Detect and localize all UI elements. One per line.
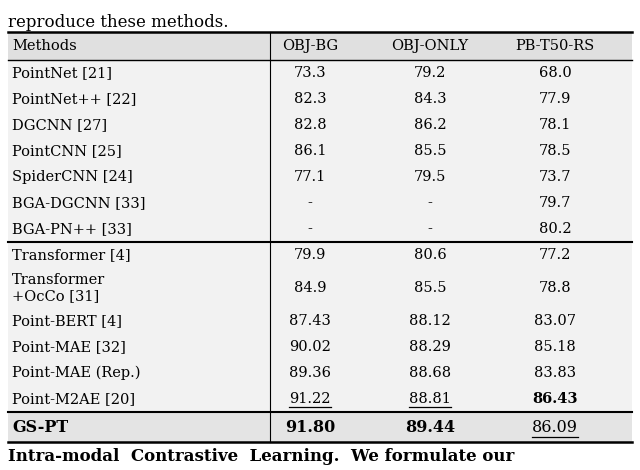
- Text: SpiderCNN [24]: SpiderCNN [24]: [12, 170, 132, 184]
- Text: 86.09: 86.09: [532, 418, 578, 436]
- Text: 79.2: 79.2: [414, 66, 446, 80]
- Text: GS-PT: GS-PT: [12, 418, 68, 436]
- Text: -: -: [428, 222, 433, 236]
- Text: 85.18: 85.18: [534, 340, 576, 354]
- Text: 91.80: 91.80: [285, 418, 335, 436]
- Text: 78.1: 78.1: [539, 118, 571, 132]
- Text: 79.9: 79.9: [294, 248, 326, 262]
- Bar: [8, 412, 632, 442]
- Text: PointCNN [25]: PointCNN [25]: [12, 144, 122, 158]
- Text: -: -: [308, 222, 312, 236]
- Text: Intra-modal  Contrastive  Learning.  We formulate our: Intra-modal Contrastive Learning. We for…: [8, 448, 515, 465]
- Text: Point-MAE (Rep.): Point-MAE (Rep.): [12, 366, 141, 380]
- Text: 82.8: 82.8: [294, 118, 326, 132]
- Text: Point-BERT [4]: Point-BERT [4]: [12, 314, 122, 328]
- Text: 86.1: 86.1: [294, 144, 326, 158]
- Text: -: -: [428, 196, 433, 210]
- Text: 85.5: 85.5: [413, 281, 446, 295]
- Text: PB-T50-RS: PB-T50-RS: [515, 39, 595, 53]
- Text: 84.9: 84.9: [294, 281, 326, 295]
- Text: 79.5: 79.5: [414, 170, 446, 184]
- Text: 73.7: 73.7: [539, 170, 572, 184]
- Text: BGA-PN++ [33]: BGA-PN++ [33]: [12, 222, 132, 236]
- Bar: [8, 32, 632, 60]
- Text: 89.36: 89.36: [289, 366, 331, 380]
- Text: Transformer: Transformer: [12, 273, 105, 287]
- Text: Transformer [4]: Transformer [4]: [12, 248, 131, 262]
- Text: 73.3: 73.3: [294, 66, 326, 80]
- Text: 87.43: 87.43: [289, 314, 331, 328]
- Text: OBJ-BG: OBJ-BG: [282, 39, 338, 53]
- Text: 78.5: 78.5: [539, 144, 572, 158]
- Text: PointNet++ [22]: PointNet++ [22]: [12, 92, 136, 106]
- Text: 88.68: 88.68: [409, 366, 451, 380]
- Text: 77.1: 77.1: [294, 170, 326, 184]
- Bar: [8, 32, 632, 442]
- Text: Point-MAE [32]: Point-MAE [32]: [12, 340, 126, 354]
- Text: 77.2: 77.2: [539, 248, 571, 262]
- Text: Point-M2AE [20]: Point-M2AE [20]: [12, 392, 135, 406]
- Text: OBJ-ONLY: OBJ-ONLY: [392, 39, 468, 53]
- Text: 78.8: 78.8: [539, 281, 572, 295]
- Text: 84.3: 84.3: [413, 92, 446, 106]
- Text: 88.81: 88.81: [409, 392, 451, 406]
- Text: 83.07: 83.07: [534, 314, 576, 328]
- Text: 91.22: 91.22: [289, 392, 331, 406]
- Text: +OcCo [31]: +OcCo [31]: [12, 289, 99, 303]
- Text: 90.02: 90.02: [289, 340, 331, 354]
- Text: 85.5: 85.5: [413, 144, 446, 158]
- Text: DGCNN [27]: DGCNN [27]: [12, 118, 107, 132]
- Text: 88.12: 88.12: [409, 314, 451, 328]
- Text: 79.7: 79.7: [539, 196, 571, 210]
- Text: -: -: [308, 196, 312, 210]
- Text: PointNet [21]: PointNet [21]: [12, 66, 112, 80]
- Text: 80.2: 80.2: [539, 222, 572, 236]
- Text: 88.29: 88.29: [409, 340, 451, 354]
- Text: 82.3: 82.3: [294, 92, 326, 106]
- Text: 86.2: 86.2: [413, 118, 446, 132]
- Text: 77.9: 77.9: [539, 92, 571, 106]
- Text: 89.44: 89.44: [405, 418, 455, 436]
- Text: 80.6: 80.6: [413, 248, 446, 262]
- Text: 83.83: 83.83: [534, 366, 576, 380]
- Text: Methods: Methods: [12, 39, 77, 53]
- Text: BGA-DGCNN [33]: BGA-DGCNN [33]: [12, 196, 145, 210]
- Text: reproduce these methods.: reproduce these methods.: [8, 14, 228, 31]
- Text: 86.43: 86.43: [532, 392, 578, 406]
- Text: 68.0: 68.0: [539, 66, 572, 80]
